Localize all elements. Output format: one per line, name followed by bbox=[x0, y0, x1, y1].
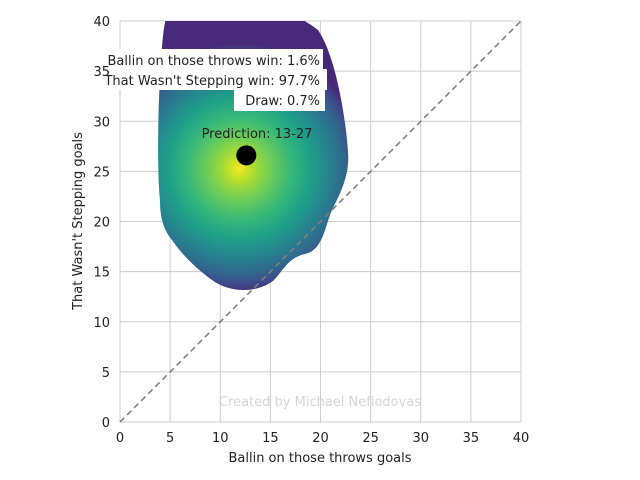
annotation-box-team2 bbox=[86, 69, 327, 90]
annotation-box-team1 bbox=[90, 49, 323, 70]
y-tick-labels: 0 5 10 15 20 25 30 35 40 bbox=[93, 15, 110, 431]
diagonal-line bbox=[119, 20, 522, 423]
x-tick-label-5: 5 bbox=[166, 431, 174, 446]
x-tick-label-15: 15 bbox=[262, 431, 279, 446]
annotation-box-draw bbox=[234, 89, 325, 111]
draw-annotation: Draw: 0.7% bbox=[245, 94, 320, 109]
team1-win-annotation: Ballin on those throws win: 1.6% bbox=[107, 54, 320, 69]
x-tick-labels: 0 5 10 15 20 25 30 35 40 bbox=[116, 431, 529, 446]
x-tick-label-0: 0 bbox=[116, 431, 124, 446]
y-tick-label-40: 40 bbox=[93, 15, 110, 30]
x-tick-label-35: 35 bbox=[463, 431, 480, 446]
y-tick-label-35: 35 bbox=[93, 65, 110, 80]
prediction-point bbox=[236, 145, 257, 166]
x-axis-label: Ballin on those throws goals bbox=[228, 451, 411, 466]
prediction-label: Prediction: 13-27 bbox=[202, 127, 313, 142]
y-tick-label-20: 20 bbox=[93, 216, 110, 231]
x-tick-label-10: 10 bbox=[212, 431, 229, 446]
x-tick-label-25: 25 bbox=[362, 431, 379, 446]
y-tick-label-5: 5 bbox=[102, 366, 110, 381]
watermark-text: Created by Michael Nefiodovas bbox=[219, 395, 421, 410]
y-tick-label-30: 30 bbox=[93, 115, 110, 130]
x-tick-label-20: 20 bbox=[312, 431, 329, 446]
x-tick-label-30: 30 bbox=[412, 431, 429, 446]
y-tick-label-0: 0 bbox=[102, 416, 110, 431]
annotation-group: Ballin on those throws win: 1.6% That Wa… bbox=[86, 49, 327, 142]
density-contour bbox=[158, 21, 349, 290]
y-axis-label: That Wasn't Stepping goals bbox=[71, 132, 86, 311]
y-tick-label-10: 10 bbox=[93, 316, 110, 331]
team2-win-annotation: That Wasn't Stepping win: 97.7% bbox=[103, 74, 320, 89]
y-tick-label-15: 15 bbox=[93, 266, 110, 281]
x-tick-label-40: 40 bbox=[513, 431, 530, 446]
y-tick-label-25: 25 bbox=[93, 165, 110, 180]
